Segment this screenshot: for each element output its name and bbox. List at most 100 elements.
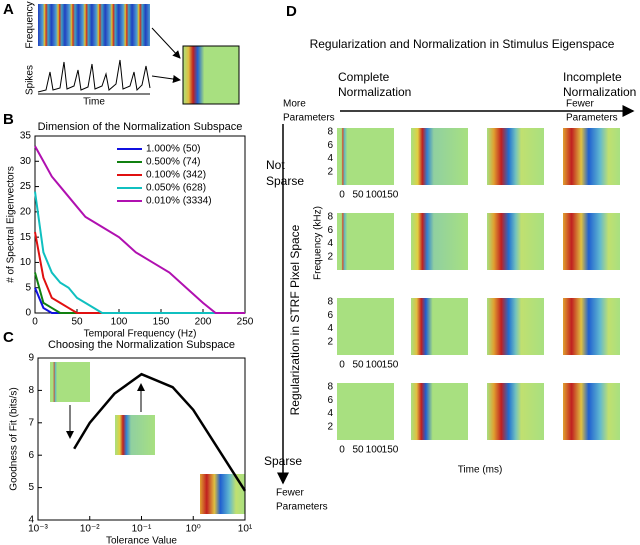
x-tick-label: 10⁻²: [80, 524, 100, 535]
axis-label: Regularization in STRF Pixel Space: [288, 224, 302, 415]
strf-image: [487, 298, 544, 355]
inset-image: [115, 415, 155, 455]
y-tick-label: 6: [327, 395, 333, 406]
y-axis-label: Goodness of Fit (bits/s): [9, 387, 20, 490]
x-tick-label: 250: [237, 317, 254, 328]
x-tick-label: 50: [352, 360, 364, 371]
y-tick-label: 8: [327, 127, 333, 138]
y-tick-label: 6: [327, 225, 333, 236]
data-line: [34, 287, 245, 314]
spectrogram: [38, 4, 150, 46]
legend-label: 0.010% (3334): [146, 196, 212, 207]
x-tick-label: 0: [339, 360, 345, 371]
y-tick-label: 8: [327, 212, 333, 223]
strf-image: [337, 383, 394, 440]
y-tick-label: 6: [327, 310, 333, 321]
y-tick-label: 25: [20, 181, 32, 192]
y-tick-label: 2: [327, 336, 333, 347]
strf-image: [487, 128, 544, 185]
strf-image: [337, 128, 394, 185]
axis-note: Parameters: [283, 113, 335, 124]
y-tick-label: 4: [28, 515, 34, 526]
y-tick-label: 4: [327, 238, 333, 249]
strf-image: [563, 383, 620, 440]
x-tick-label: 10⁻³: [28, 524, 48, 535]
x-tick-label: 150: [382, 360, 399, 371]
y-tick-label: 7: [28, 417, 34, 428]
strf-image: [411, 128, 468, 185]
panel-letter: B: [3, 111, 14, 128]
x-tick-label: 150: [382, 190, 399, 201]
strf-image: [563, 213, 620, 270]
arrow: [151, 75, 181, 83]
data-line: [34, 231, 245, 314]
row-header: Sparse: [266, 174, 304, 188]
y-tick-label: 8: [28, 385, 34, 396]
y-tick-label: 8: [327, 297, 333, 308]
y-axis-label: # of Spectral Eigenvectors: [6, 166, 17, 283]
legend-label: 1.000% (50): [146, 144, 200, 155]
x-tick-label: 150: [382, 445, 399, 456]
y-tick-label: 0: [25, 308, 31, 319]
arrow: [151, 27, 181, 59]
x-tick-label: 0: [339, 190, 345, 201]
x-tick-label: 0: [339, 445, 345, 456]
x-tick-label: 50: [71, 317, 83, 328]
legend-label: 0.100% (342): [146, 170, 206, 181]
axis-label: Frequency (kHz): [313, 206, 324, 280]
y-tick-label: 2: [327, 166, 333, 177]
y-tick-label: 15: [20, 232, 32, 243]
strf-image: [337, 213, 394, 270]
data-line: [34, 145, 245, 314]
y-tick-label: 4: [327, 408, 333, 419]
axis-note: Parameters: [566, 113, 618, 124]
y-tick-label: 2: [327, 251, 333, 262]
panel-letter: D: [286, 3, 297, 20]
column-header: Incomplete: [563, 70, 622, 84]
y-tick-label: 9: [28, 353, 34, 364]
strf-image: [563, 298, 620, 355]
strf-image: [337, 298, 394, 355]
y-tick-label: 20: [20, 206, 32, 217]
axis-label: Frequency: [25, 1, 36, 48]
x-tick-label: 100: [366, 360, 383, 371]
legend-label: 0.050% (628): [146, 183, 206, 194]
y-tick-label: 2: [327, 421, 333, 432]
panel-letter: A: [3, 1, 14, 18]
y-tick-label: 5: [28, 482, 34, 493]
x-tick-label: 100: [366, 190, 383, 201]
x-axis-label: Tolerance Value: [106, 536, 177, 545]
spike-train: [37, 59, 151, 93]
x-tick-label: 50: [352, 190, 364, 201]
strf-image: [563, 128, 620, 185]
panel-title: Regularization and Normalization in Stim…: [310, 37, 615, 51]
strf-image: [411, 383, 468, 440]
legend-label: 0.500% (74): [146, 157, 200, 168]
strf-image: [487, 213, 544, 270]
y-tick-label: 6: [28, 450, 34, 461]
axis-label: Spikes: [25, 65, 36, 95]
axis-note: Fewer: [276, 488, 304, 499]
y-tick-label: 35: [20, 131, 32, 142]
row-header: Sparse: [264, 454, 302, 468]
axis-label: Time (ms): [458, 465, 503, 476]
y-tick-label: 5: [25, 282, 31, 293]
axis-note: Parameters: [276, 502, 328, 513]
strf-image: [411, 298, 468, 355]
x-tick-label: 10⁰: [186, 524, 201, 535]
x-tick-label: 0: [32, 317, 38, 328]
x-tick-label: 100: [111, 317, 128, 328]
data-line: [34, 191, 245, 314]
x-tick-label: 50: [352, 445, 364, 456]
y-tick-label: 8: [327, 382, 333, 393]
x-tick-label: 100: [366, 445, 383, 456]
panel-letter: C: [3, 329, 14, 346]
column-header: Normalization: [338, 85, 411, 99]
x-tick-label: 200: [195, 317, 212, 328]
y-tick-label: 4: [327, 153, 333, 164]
column-header: Normalization: [563, 85, 636, 99]
x-tick-label: 150: [153, 317, 170, 328]
x-axis-label: Temporal Frequency (Hz): [84, 329, 197, 340]
y-tick-label: 10: [20, 257, 32, 268]
